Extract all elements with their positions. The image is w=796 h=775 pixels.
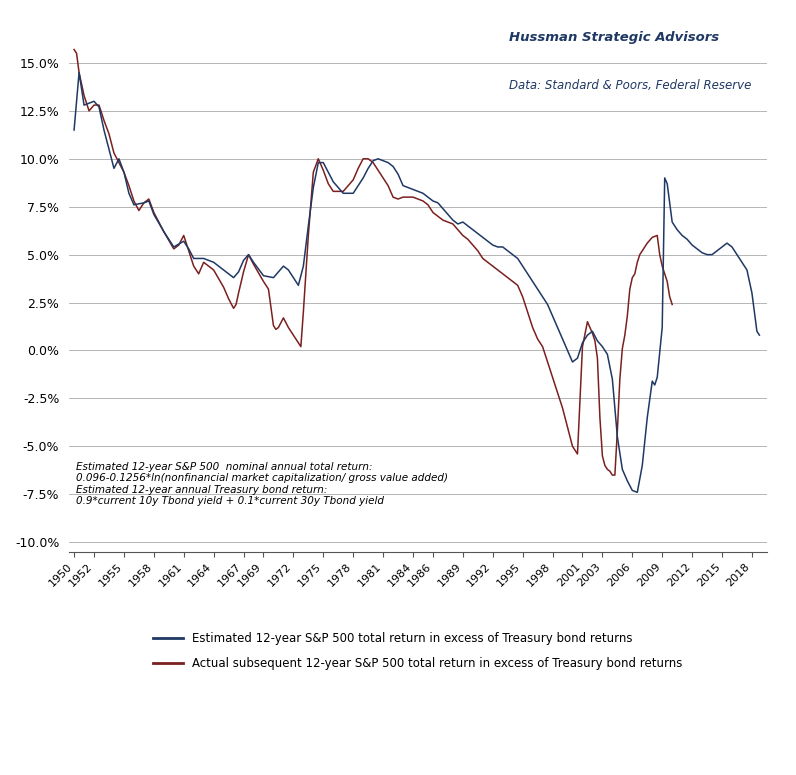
Text: Hussman Strategic Advisors: Hussman Strategic Advisors — [509, 31, 719, 44]
Legend: Estimated 12-year S&P 500 total return in excess of Treasury bond returns, Actua: Estimated 12-year S&P 500 total return i… — [149, 628, 688, 675]
Text: Estimated 12-year S&P 500  nominal annual total return:
0.096-0.1256*ln(nonfinan: Estimated 12-year S&P 500 nominal annual… — [76, 462, 448, 507]
Text: Data: Standard & Poors, Federal Reserve: Data: Standard & Poors, Federal Reserve — [509, 79, 751, 92]
